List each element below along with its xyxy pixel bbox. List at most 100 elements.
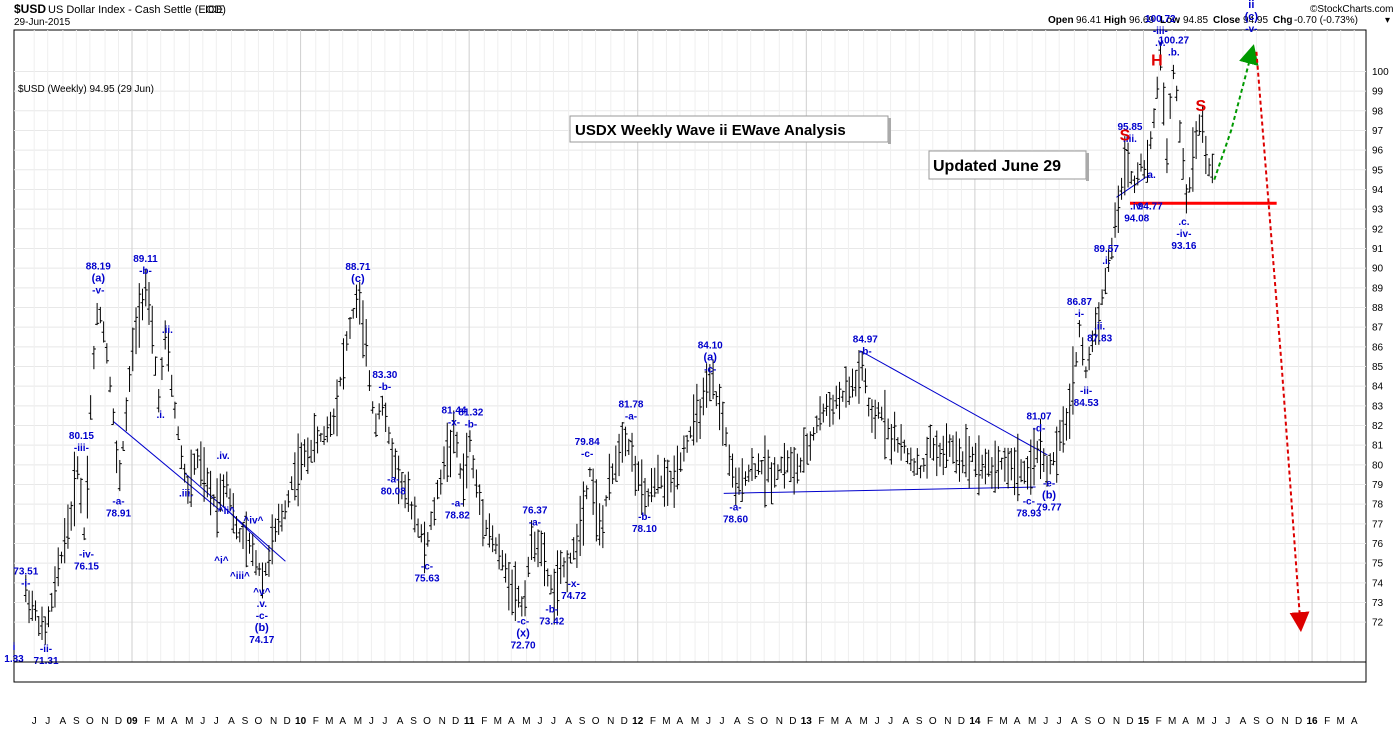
x-tick-label: A [902,716,909,727]
wave-label: 1.33 [4,654,24,665]
y-tick-label: 74 [1372,578,1384,589]
y-tick-label: 73 [1372,598,1384,609]
wave-label: .i. [1102,256,1111,267]
x-tick-label: O [1097,716,1105,727]
wave-label: 76.37 [522,506,547,517]
y-tick-label: 96 [1372,146,1384,157]
x-tick-label: D [1126,716,1133,727]
x-tick-label: 12 [632,716,644,727]
wave-label: 72.70 [511,640,536,651]
y-axis: 72 73 74 75 76 77 78 79 80 81 82 83 84 85 86 87 88 89 90 91… [1372,67,1389,629]
wave-label: .iii. [1123,134,1137,145]
wave-label: 81.32 [458,407,483,418]
wave-label: -b- [638,512,651,523]
wave-label: 94.08 [1124,213,1149,224]
wave-label: 78.91 [106,508,131,519]
y-tick-label: 85 [1372,362,1384,373]
wave-label: 94.77 [1138,201,1163,212]
wave-label: 81.44 [441,405,466,416]
wave-label: -iv- [79,549,94,560]
wave-label: -a- [387,475,399,486]
wave-label: -a- [625,411,637,422]
wave-label: .iv. [216,451,229,462]
x-tick-label: N [1113,716,1120,727]
x-tick-label: J [1057,716,1062,727]
x-tick-label: M [522,716,530,727]
wave-label: 78.10 [632,524,657,535]
exchange: ICE [205,4,223,16]
x-tick-label: M [1168,716,1176,727]
y-tick-label: 92 [1372,224,1384,235]
wave-label: -v- [1245,24,1257,35]
title-text: USDX Weekly Wave ii EWave Analysis [575,122,846,139]
wave-label: (a) [92,273,106,285]
wave-label: 88.19 [86,262,111,273]
low-value: 94.85 [1183,15,1208,26]
wave-label: -c- [1023,496,1035,507]
wave-label: -b- [545,605,558,616]
x-tick-label: 13 [801,716,813,727]
wave-label: -x- [448,417,460,428]
x-tick-label: J [45,716,50,727]
wave-label: 79.84 [575,437,600,448]
x-tick-label: A [508,716,515,727]
wave-label: -a- [729,502,741,513]
wave-label: .i. [156,410,165,421]
x-tick-label: A [734,716,741,727]
y-tick-label: 82 [1372,421,1384,432]
y-tick-label: 100 [1372,67,1389,78]
wave-label: -i- [1075,309,1084,320]
x-tick-label: N [101,716,108,727]
instrument-name: US Dollar Index - Cash Settle (EOD) [48,4,226,16]
wave-label: -v- [92,286,104,297]
x-tick-label: A [1351,716,1358,727]
x-tick-label: F [481,716,487,727]
y-tick-label: 95 [1372,165,1384,176]
wave-label: .ii. [1094,321,1105,332]
x-tick-label: J [537,716,542,727]
head-shoulders-label: S [1120,127,1131,144]
x-tick-label: F [144,716,150,727]
projection-up-arrow [1213,44,1259,180]
high-label: High [1104,15,1126,26]
y-tick-label: 94 [1372,185,1384,196]
wave-label: 89.11 [133,254,158,265]
trendlines [113,177,1277,562]
x-axis: J J A S O N D 09 F M A M J J A S O N D 10 F M A M J J A S O N D 11 F M A M J… [14,661,1366,727]
y-tick-label: 83 [1372,401,1384,412]
y-tick-label: 84 [1372,382,1384,393]
wave-label: 84.53 [1074,398,1099,409]
y-tick-label: 89 [1372,283,1384,294]
wave-label: 78.60 [723,514,748,525]
x-tick-label: S [916,716,923,727]
wave-label: .b. [1168,48,1180,59]
x-tick-label: S [579,716,586,727]
x-tick-label: A [171,716,178,727]
title-annotation: USDX Weekly Wave ii EWave Analysis [569,115,891,144]
wave-label: -c- [256,611,268,622]
wave-label: (c) [1245,11,1259,23]
x-tick-label: O [929,716,937,727]
y-tick-label: 79 [1372,480,1384,491]
wave-label: ^iv^ [243,516,263,527]
wave-label: 88.71 [345,262,370,273]
wave-label: ^i^ [214,555,229,566]
x-tick-label: J [200,716,205,727]
x-tick-label: A [845,716,852,727]
x-tick-label: A [397,716,404,727]
x-tick-label: S [410,716,417,727]
x-tick-label: 14 [969,716,981,727]
y-tick-label: 98 [1372,106,1384,117]
head-shoulders-labels: S H S [1120,53,1207,145]
update-box [928,150,1087,180]
x-tick-label: O [255,716,263,727]
x-tick-label: F [1324,716,1330,727]
trendline [113,421,220,511]
wave-label: -iii- [1153,26,1168,37]
x-tick-label: J [720,716,725,727]
head-shoulders-label: H [1151,53,1163,70]
x-tick-label: M [354,716,362,727]
chg-value: -0.70 (-0.73%) [1294,15,1358,26]
x-tick-label: S [1085,716,1092,727]
